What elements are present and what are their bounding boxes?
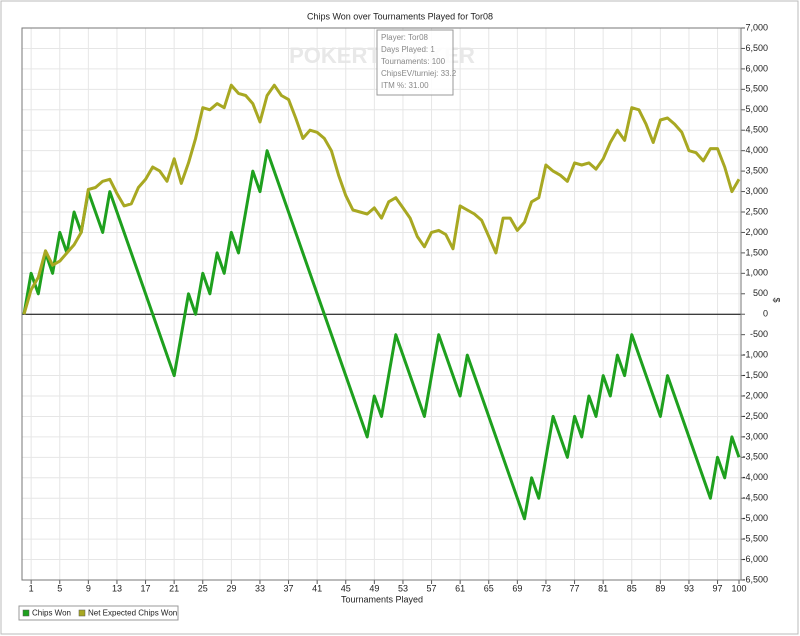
tooltip-line: ChipsEV/turniej: 33.2	[381, 69, 457, 78]
legend-label: Net Expected Chips Won	[88, 609, 177, 618]
x-tick-label: 89	[655, 583, 665, 593]
tooltip-line: Days Played: 1	[381, 45, 435, 54]
x-tick-label: 21	[169, 583, 179, 593]
legend: Chips Won Net Expected Chips Won	[18, 605, 179, 621]
y-tick-label: 1,000	[745, 268, 768, 278]
y-tick-label: -2,000	[742, 390, 768, 400]
x-tick-label: 9	[86, 583, 91, 593]
tooltip-line: Tournaments: 100	[381, 57, 446, 66]
chart-title: Chips Won over Tournaments Played for To…	[307, 11, 493, 21]
x-tick-label: 69	[512, 583, 522, 593]
x-tick-label: 13	[112, 583, 122, 593]
y-tick-label: 4,500	[745, 125, 768, 135]
y-tick-label: 3,500	[745, 165, 768, 175]
legend-swatch	[22, 609, 30, 617]
plot-frame	[21, 27, 742, 581]
y-tick-label: -4,000	[742, 472, 768, 482]
x-tick-label: 97	[713, 583, 723, 593]
y-tick-label: -4,500	[742, 493, 768, 503]
x-tick-label: 93	[684, 583, 694, 593]
x-tick-label: 29	[226, 583, 236, 593]
y-tick-label: -6,500	[742, 574, 768, 584]
x-tick-label: 65	[484, 583, 494, 593]
legend-label: Chips Won	[32, 609, 71, 618]
y-tick-label: -3,000	[742, 431, 768, 441]
y-tick-label: -5,000	[742, 513, 768, 523]
x-tick-label: 49	[369, 583, 379, 593]
x-tick-label: 100	[731, 583, 746, 593]
tooltip-line: ITM %: 31.00	[381, 81, 429, 90]
x-tick-label: 45	[341, 583, 351, 593]
y-tick-label: -6,000	[742, 554, 768, 564]
x-tick-label: 41	[312, 583, 322, 593]
y-tick-label: 2,500	[745, 206, 768, 216]
y-tick-label: 3,000	[745, 186, 768, 196]
y-tick-label: 6,500	[745, 43, 768, 53]
series-line	[22, 83, 741, 315]
y-axis-label: $	[772, 297, 782, 302]
y-tick-label: -1,000	[742, 349, 768, 359]
y-tick-label: -2,500	[742, 411, 768, 421]
legend-swatch	[78, 609, 86, 617]
y-tick-label: 5,000	[745, 104, 768, 114]
y-tick-label: 0	[763, 309, 768, 319]
x-tick-label: 57	[427, 583, 437, 593]
x-tick-label: 1	[29, 583, 34, 593]
y-tick-label: 7,000	[745, 22, 768, 32]
y-tick-label: -500	[750, 329, 768, 339]
x-tick-label: 61	[455, 583, 465, 593]
x-tick-label: 73	[541, 583, 551, 593]
x-tick-label: 77	[570, 583, 580, 593]
y-tick-label: 500	[753, 288, 768, 298]
x-axis-label: Tournaments Played	[341, 594, 423, 604]
x-tick-label: 25	[198, 583, 208, 593]
y-tick-label: -3,500	[742, 452, 768, 462]
y-tick-label: 4,000	[745, 145, 768, 155]
x-tick-label: 37	[284, 583, 294, 593]
y-tick-label: -1,500	[742, 370, 768, 380]
tooltip: Player: Tor08 Days Played: 1 Tournaments: …	[376, 29, 457, 96]
x-tick-label: 17	[141, 583, 151, 593]
x-tick-label: 81	[598, 583, 608, 593]
x-tick-label: 53	[398, 583, 408, 593]
y-tick-label: -5,500	[742, 533, 768, 543]
y-tick-label: 6,000	[745, 63, 768, 73]
y-tick-label: 2,000	[745, 227, 768, 237]
y-tick-label: 1,500	[745, 247, 768, 257]
tooltip-box	[376, 29, 454, 96]
legend-box	[18, 605, 179, 621]
x-tick-label: 85	[627, 583, 637, 593]
y-tick-label: 5,500	[745, 84, 768, 94]
x-tick-label: 5	[57, 583, 62, 593]
tooltip-line: Player: Tor08	[381, 33, 429, 42]
x-tick-label: 33	[255, 583, 265, 593]
